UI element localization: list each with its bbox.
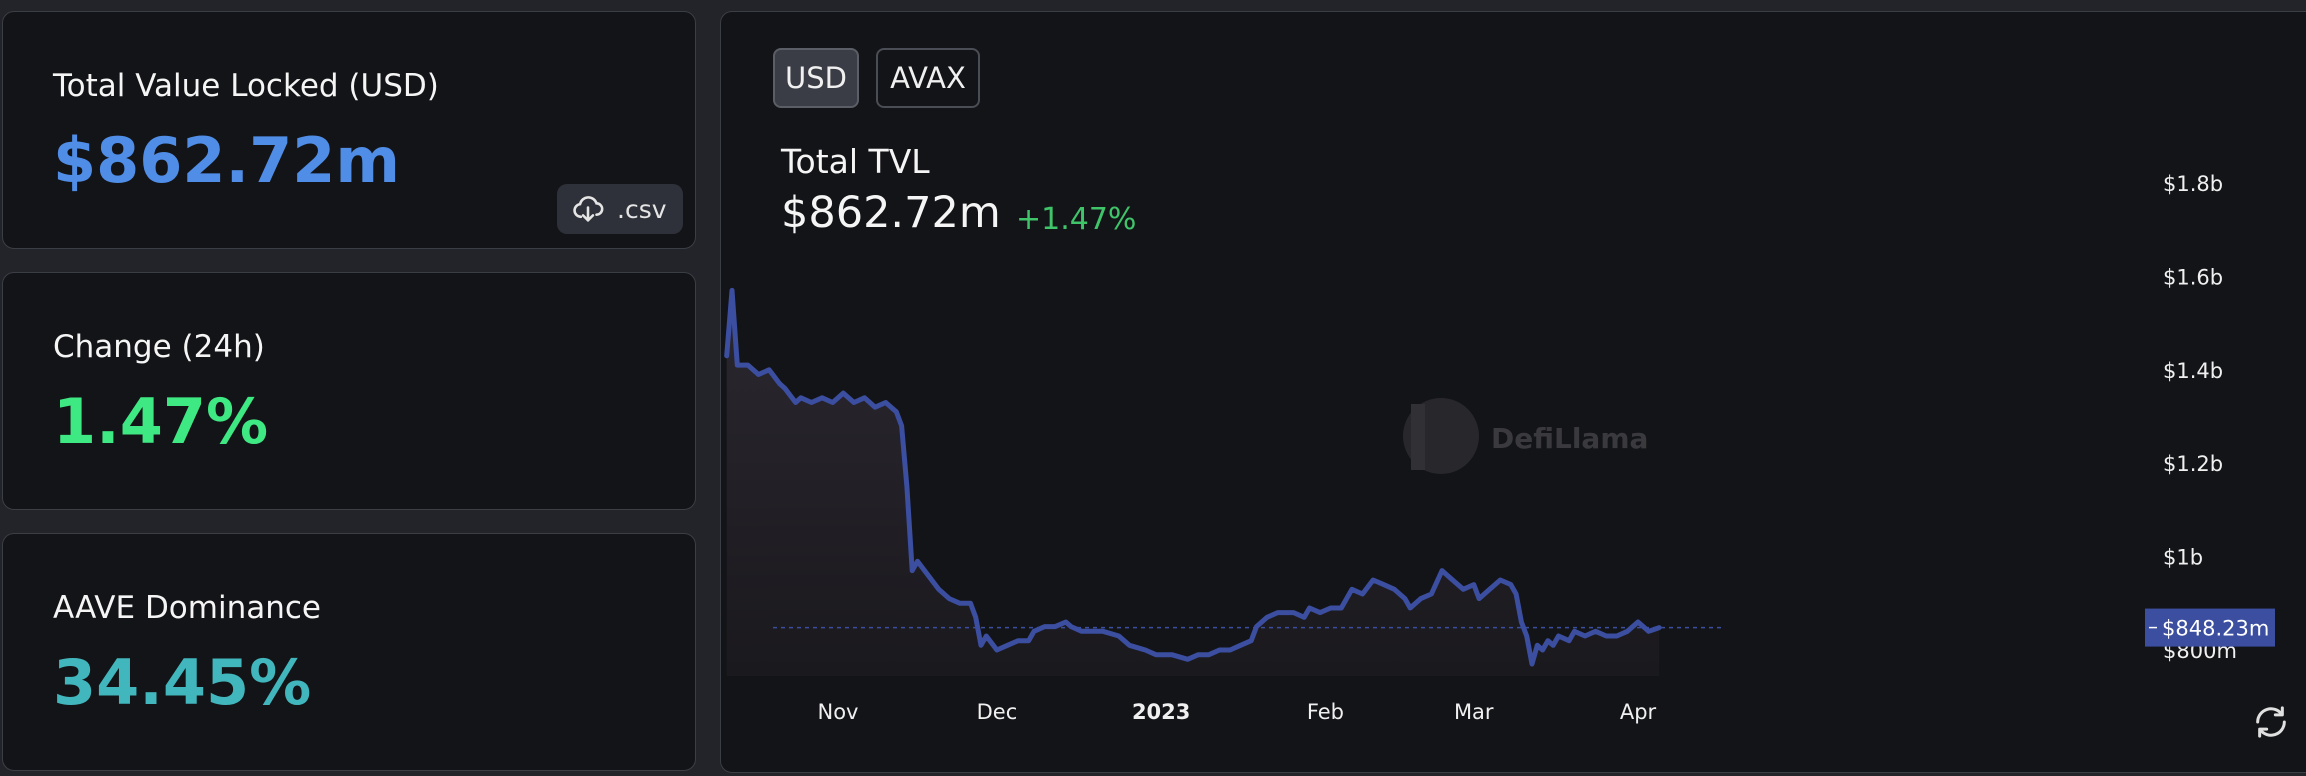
dominance-label: AAVE Dominance [53,590,321,626]
x-tick-label: Apr [1620,700,1657,724]
change-value: 1.47% [53,385,269,458]
change-card: Change (24h) 1.47% [2,272,696,510]
chart-change: +1.47% [1016,202,1137,237]
x-tick-label: Dec [977,700,1018,724]
tvl-chart[interactable]: DefiLlama$800m$1b$1.2b$1.4b$1.6b$1.8b$84… [721,12,2306,773]
defillama-watermark: DefiLlama [1403,398,1648,474]
current-value-label: $848.23m [2162,617,2269,641]
x-tick-label: 2023 [1132,700,1190,724]
dominance-card: AAVE Dominance 34.45% [2,533,696,771]
tvl-series-line [724,287,1662,667]
y-tick-label: $1.2b [2163,452,2223,476]
y-tick-label: $1b [2163,546,2203,570]
x-tick-label: Feb [1307,700,1344,724]
tvl-area [726,290,1660,676]
y-tick-label: $1.6b [2163,265,2223,289]
tvl-chart-panel: DefiLlama $800m $1b $1.2b $1.4b $1.6b $1.8b $84… [720,11,2306,773]
x-tick-label: Nov [818,700,859,724]
chart-title: Total TVL [781,142,930,181]
csv-label: .csv [617,194,667,224]
tvl-label: Total Value Locked (USD) [53,68,439,104]
y-tick-label: $1.8b [2163,172,2223,196]
toggle-usd[interactable]: USD [773,48,859,108]
tvl-value: $862.72m [53,124,400,197]
change-label: Change (24h) [53,329,265,365]
refresh-icon[interactable] [2251,702,2291,742]
toggle-avax[interactable]: AVAX [876,48,980,108]
dominance-value: 34.45% [53,646,312,719]
cloud-download-icon [573,196,604,222]
current-value-marker: $848.23m [2145,608,2275,647]
chart-value: $862.72m [781,188,1001,238]
tvl-card: Total Value Locked (USD) $862.72m .csv [2,11,696,249]
y-tick-label: $1.4b [2163,359,2223,383]
x-tick-label: Mar [1454,700,1494,724]
watermark-text: DefiLlama [1491,422,1648,455]
download-csv-button[interactable]: .csv [557,184,683,234]
